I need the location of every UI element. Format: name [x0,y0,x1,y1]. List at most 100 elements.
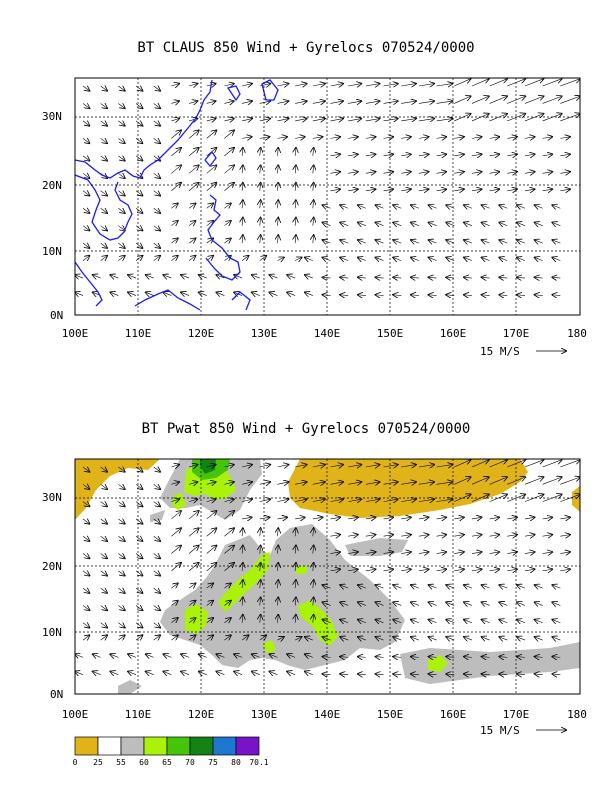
wind-vector [393,240,402,243]
wind-vector [348,154,358,156]
wind-vector [100,86,107,91]
wind-vector [216,292,225,295]
wind-vector [499,585,508,588]
wind-vector [181,275,190,278]
wind-vector [305,637,313,640]
colorbar-swatch [189,736,214,756]
wind-vector [118,243,124,248]
wind-vector [259,256,266,261]
wind-vector [482,620,490,623]
wind-vector [471,137,482,139]
wind-vector [517,222,526,225]
wind-vector [393,257,402,260]
wind-vector [401,465,416,467]
wind-vector [411,674,419,675]
wind-vector [82,502,89,507]
wind-vector [340,295,349,296]
colorbar-label: 70 [185,758,195,767]
wind-vector [118,623,124,628]
wind-vector [499,277,508,278]
wind-vector [100,121,107,126]
wind-vector [524,569,535,571]
wind-vector [376,295,384,296]
wind-vector [499,205,508,208]
wind-vector [295,597,296,606]
wind-vector [348,499,361,501]
wind-vector [277,235,278,244]
wind-vector [383,482,398,484]
wind-vector [135,536,142,541]
wind-vector [287,292,296,295]
wind-vector [75,292,84,295]
wind-vector [224,601,230,606]
x-tick-label: 110E [125,708,152,721]
wind-vector [401,84,416,86]
wind-vector [277,580,278,589]
wind-vector [206,563,217,572]
wind-vector [358,674,366,675]
wind-vector [305,292,313,295]
wind-vector [277,101,288,103]
wind-vector [323,295,331,296]
wind-vector [242,84,252,86]
wind-vector [560,460,580,468]
wind-vector [454,79,470,87]
wind-vector [118,226,124,231]
wind-vector [489,79,507,87]
x-tick-label: 160E [440,708,467,721]
wind-vector [82,226,89,231]
wind-vector [93,654,101,657]
wind-vector [100,256,107,261]
wind-vector [224,165,234,174]
wind-vector [188,482,197,484]
wind-vector [171,618,177,623]
x-tick-label: 180 [567,708,587,721]
wind-vector [418,482,434,484]
wind-vector [507,154,517,156]
wind-vector [429,674,437,675]
wind-vector [295,499,306,501]
wind-vector [82,571,89,576]
wind-vector [454,477,470,485]
wind-vector [482,257,490,260]
wind-vector [287,671,296,674]
wind-vector [295,465,306,467]
wind-vector [348,119,361,121]
wind-vector [82,605,89,610]
panel1-coastlines [75,79,279,311]
wind-vector [489,494,507,502]
wind-vector [118,121,124,126]
wind-vector [206,583,213,588]
wind-vector [411,277,419,278]
wind-vector [269,275,278,278]
wind-vector [365,535,376,537]
wind-vector [358,620,366,623]
wind-vector [118,467,124,472]
wind-vector [542,79,562,87]
wind-vector [313,546,314,554]
x-tick-label: 170E [503,708,530,721]
wind-vector [82,519,89,524]
y-tick-label: 10N [42,626,62,639]
wind-vector [376,674,384,675]
y-tick-label: 30N [42,491,62,504]
colorbar-label: 70.1 [249,758,268,767]
wind-vector [330,189,341,191]
wind-vector [383,569,394,571]
wind-vector [535,657,543,658]
wind-vector [242,101,252,103]
wind-vector [524,96,543,104]
wind-vector [499,222,508,225]
wind-vector [401,172,411,174]
x-tick-label: 150E [377,708,404,721]
wind-vector [312,482,325,484]
wind-vector [383,172,394,174]
wind-vector [365,84,380,86]
wind-vector [489,552,500,554]
wind-vector [524,189,535,191]
wind-vector [401,535,411,537]
wind-vector [135,103,142,108]
wind-vector [82,467,89,472]
wind-vector [295,615,296,623]
wind-vector [383,137,394,139]
